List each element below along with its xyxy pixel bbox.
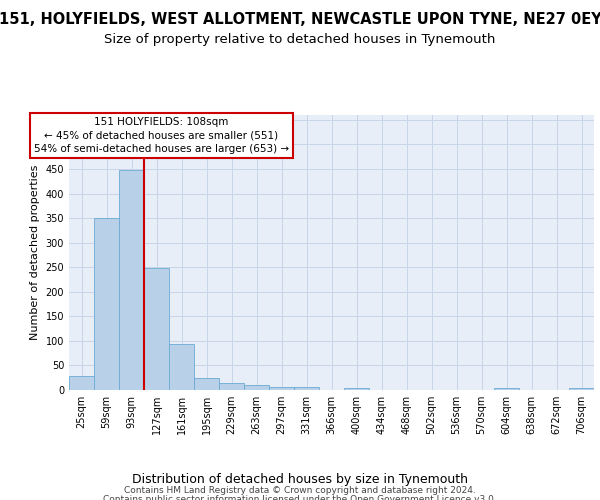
Bar: [194, 378, 219, 390]
Text: Contains public sector information licensed under the Open Government Licence v3: Contains public sector information licen…: [103, 495, 497, 500]
Text: Size of property relative to detached houses in Tynemouth: Size of property relative to detached ho…: [104, 32, 496, 46]
Bar: [494, 388, 519, 390]
Bar: [569, 388, 594, 390]
Bar: [144, 268, 169, 390]
Text: Distribution of detached houses by size in Tynemouth: Distribution of detached houses by size …: [132, 472, 468, 486]
Bar: [169, 344, 194, 390]
Text: 151 HOLYFIELDS: 108sqm
← 45% of detached houses are smaller (551)
54% of semi-de: 151 HOLYFIELDS: 108sqm ← 45% of detached…: [34, 118, 289, 154]
Bar: [119, 170, 144, 390]
Bar: [94, 218, 119, 390]
Bar: [219, 383, 244, 390]
Bar: [244, 384, 269, 390]
Text: 151, HOLYFIELDS, WEST ALLOTMENT, NEWCASTLE UPON TYNE, NE27 0EY: 151, HOLYFIELDS, WEST ALLOTMENT, NEWCAST…: [0, 12, 600, 28]
Bar: [69, 376, 94, 390]
Bar: [344, 388, 369, 390]
Bar: [294, 387, 319, 390]
Bar: [269, 387, 294, 390]
Y-axis label: Number of detached properties: Number of detached properties: [30, 165, 40, 340]
Text: Contains HM Land Registry data © Crown copyright and database right 2024.: Contains HM Land Registry data © Crown c…: [124, 486, 476, 495]
